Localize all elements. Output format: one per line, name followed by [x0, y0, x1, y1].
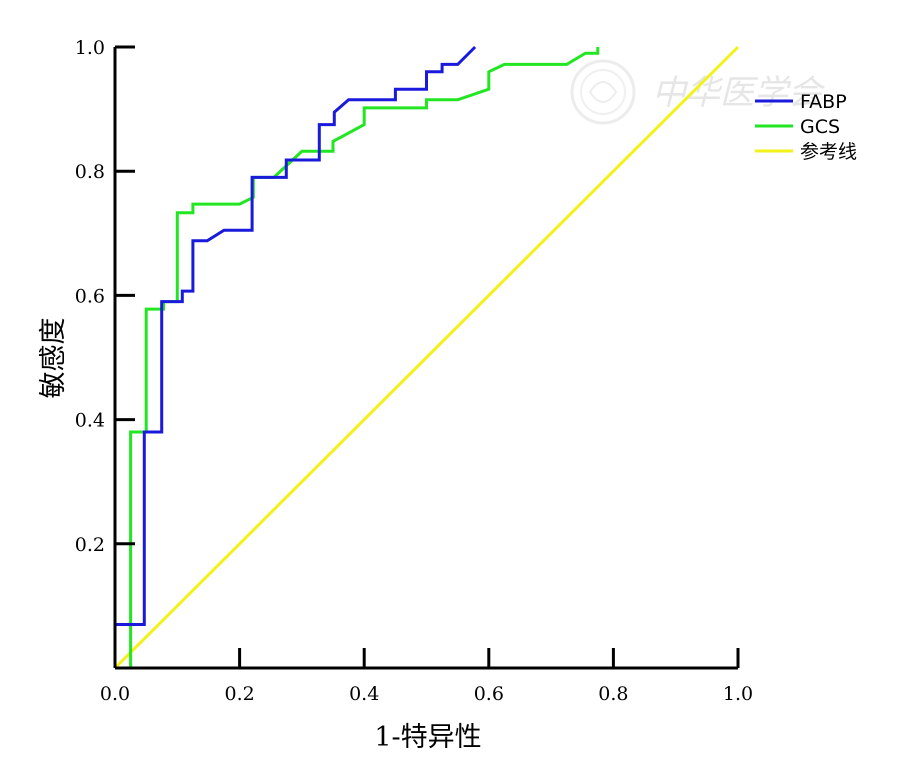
- series-line-参考线: [113, 45, 740, 670]
- tick-layer: 0.0 0.2 0.4 0.6 0.8 1.0 0.2 0.4 0.6 0.8 1.0: [75, 37, 753, 705]
- y-axis-label: 敏感度: [38, 318, 69, 399]
- series-layer: [113, 45, 740, 670]
- y-tick-label: 0.4: [75, 410, 105, 432]
- x-tick-label: 1.0: [723, 683, 753, 705]
- x-tick-label: 0.2: [224, 683, 254, 705]
- y-tick-label: 1.0: [75, 37, 105, 59]
- axes: [113, 47, 738, 670]
- series-line-FABP: [115, 45, 477, 626]
- y-tick-label: 0.2: [75, 534, 105, 556]
- x-axis-label: 1-特异性: [374, 722, 481, 753]
- y-tick-label: 0.6: [75, 285, 105, 307]
- watermark-seal-icon: [570, 59, 636, 125]
- legend-label-参考线: 参考线: [800, 141, 857, 163]
- y-tick-label: 0.8: [75, 161, 105, 183]
- x-tick-label: 0.6: [474, 683, 504, 705]
- x-tick-label: 0.0: [100, 683, 130, 705]
- watermark-text: 中华医学会: [652, 73, 826, 113]
- x-tick-label: 0.8: [598, 683, 628, 705]
- legend: FABP GCS 参考线: [755, 91, 857, 163]
- watermark: 中华医学会: [570, 59, 826, 125]
- legend-label-GCS: GCS: [800, 116, 840, 138]
- legend-label-FABP: FABP: [800, 91, 847, 113]
- x-tick-label: 0.4: [349, 683, 379, 705]
- series-line-GCS: [129, 47, 600, 668]
